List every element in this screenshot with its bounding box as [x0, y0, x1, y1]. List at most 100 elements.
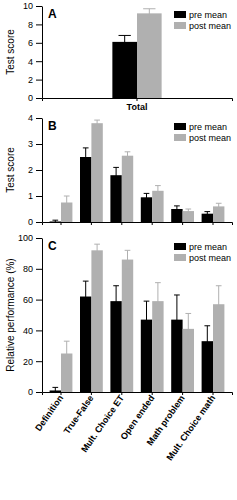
tick-label: 2: [28, 75, 33, 85]
tick-label: 10: [23, 1, 33, 11]
figure: 0246810TotalTest scoreApre meanpost mean…: [0, 0, 237, 500]
tick: Definition: [33, 392, 65, 433]
tick: 0: [28, 217, 42, 227]
axis-line: [43, 393, 233, 396]
tick: 10: [23, 1, 42, 11]
plot-area: [50, 244, 225, 392]
axis-line: [42, 119, 43, 223]
tick-mark: [36, 98, 42, 99]
tick-label: 4: [28, 113, 33, 123]
legend-swatch: [174, 254, 186, 261]
tick-label: 20: [23, 357, 33, 367]
error-bar: [113, 167, 119, 183]
x-axis: DefinitionTrue-FalseMult. Choice ETOpen …: [33, 392, 232, 462]
panel-label: A: [48, 7, 57, 21]
x-axis: [43, 222, 233, 225]
tick-mark: [36, 300, 42, 301]
panel-label: B: [48, 119, 57, 133]
tick: [152, 222, 153, 225]
tick-mark: [36, 330, 42, 331]
legend: pre meanpost mean: [174, 122, 231, 143]
tick-label: 80: [23, 264, 33, 274]
plot-area: [112, 9, 161, 98]
bar: [50, 221, 61, 222]
legend-swatch: [174, 123, 186, 130]
tick-mark: [182, 392, 183, 395]
axis-line: [43, 223, 233, 226]
error-bar: [174, 295, 180, 344]
tick: True-False: [62, 392, 96, 436]
legend-swatch: [174, 134, 186, 141]
tick-label: 40: [23, 326, 33, 336]
legend-swatch: [174, 243, 186, 250]
error-bar: [174, 206, 180, 212]
tick: 3: [28, 139, 42, 149]
error-bar: [125, 250, 131, 268]
error-bar: [204, 212, 210, 216]
tick-mark: [91, 392, 92, 395]
legend-label: post mean: [189, 133, 231, 143]
tick: [121, 222, 122, 225]
y-axis: 0246810: [23, 1, 43, 103]
tick: Total: [127, 98, 148, 112]
error-bar: [216, 203, 222, 209]
tick-label: Mult. Choice ET: [79, 393, 126, 454]
tick-label: 0: [28, 217, 33, 227]
tick-label: 2: [28, 165, 33, 175]
tick-label: Mult. Choice math: [165, 393, 218, 462]
legend-label: pre mean: [189, 122, 227, 132]
tick-label: 4: [28, 57, 33, 67]
tick-mark: [36, 43, 42, 44]
tick-label: 0: [28, 387, 33, 397]
legend-swatch: [174, 22, 186, 29]
error-bar: [204, 326, 210, 357]
tick-mark: [36, 80, 42, 81]
error-bar: [216, 286, 222, 323]
tick: 2: [28, 75, 42, 85]
tick: 4: [28, 113, 42, 123]
tick-mark: [213, 392, 214, 395]
tick: [61, 222, 62, 225]
tick: [213, 222, 214, 225]
tick-mark: [36, 222, 42, 223]
tick: Mult. Choice ET: [79, 392, 126, 454]
panel: 01234Test scoreBpre meanpost mean: [5, 113, 233, 227]
tick-mark: [36, 269, 42, 270]
legend-label: post mean: [189, 21, 231, 31]
tick-mark: [137, 98, 138, 101]
axis-line: [42, 7, 43, 99]
error-bar: [155, 186, 161, 196]
legend: pre meanpost mean: [174, 242, 231, 263]
tick-mark: [61, 392, 62, 395]
panel: 0246810TotalTest scoreApre meanpost mean: [5, 1, 233, 112]
bar: [122, 260, 133, 392]
tick-mark: [36, 392, 42, 393]
tick-mark: [36, 144, 42, 145]
tick: [182, 222, 183, 225]
tick-mark: [152, 392, 153, 395]
tick: 40: [23, 326, 42, 336]
bar: [137, 13, 162, 98]
error-bar: [83, 148, 89, 166]
legend-label: pre mean: [189, 10, 227, 20]
error-bar: [185, 209, 191, 213]
bar: [122, 156, 133, 222]
tick: 0: [28, 387, 42, 397]
tick-mark: [121, 222, 122, 225]
tick-label: Total: [127, 102, 148, 112]
error-bar: [144, 193, 150, 201]
error-bar: [94, 244, 100, 256]
axis-title: Relative performance (%): [5, 258, 16, 371]
tick: 6: [28, 38, 42, 48]
error-bar: [144, 301, 150, 338]
tick-label: 6: [28, 38, 33, 48]
error-bar: [64, 196, 70, 209]
tick-mark: [36, 6, 42, 7]
tick-mark: [36, 118, 42, 119]
bar: [80, 157, 91, 222]
panel: 020406080100DefinitionTrue-FalseMult. Ch…: [5, 233, 233, 462]
tick-mark: [182, 222, 183, 225]
tick-mark: [36, 24, 42, 25]
error-bar: [143, 9, 155, 18]
tick: 1: [28, 191, 42, 201]
